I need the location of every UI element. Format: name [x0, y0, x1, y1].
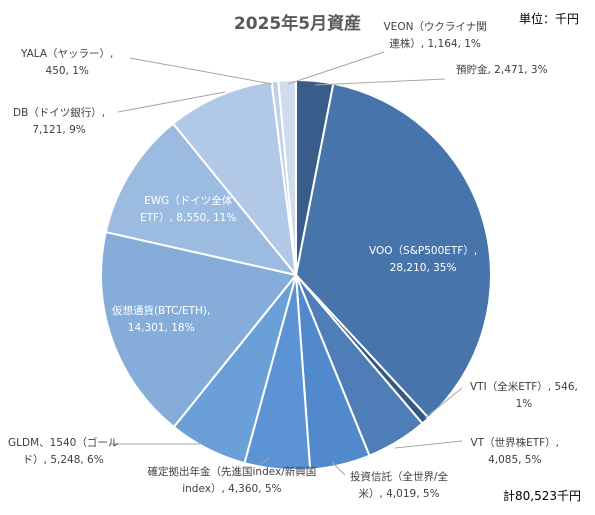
unit-label: 単位：千円: [518, 12, 579, 26]
total-label: 計80,523千円: [503, 489, 581, 503]
leader-line: [129, 57, 273, 85]
leader-line: [314, 78, 446, 86]
leader-line: [117, 91, 226, 113]
data-label: VOO（S&P500ETF）, 28,210, 35%: [369, 245, 478, 274]
leader-line: [259, 457, 271, 465]
leader-line: [424, 387, 463, 419]
pie-slice: [104, 122, 299, 277]
data-label: 仮想通貨(BTC/ETH), 14,301, 18%: [112, 305, 211, 334]
data-label: 預貯金, 2,471, 3%: [456, 63, 548, 76]
data-label: EWG（ドイツ全体 ETF）, 8,550, 11%: [140, 195, 237, 224]
leader-line: [287, 51, 385, 85]
pie-slice: [100, 230, 298, 429]
data-label: GLDM、1540（ゴール ド）, 5,248, 6%: [8, 437, 119, 466]
pie-slice: [171, 80, 298, 279]
leader-line: [394, 440, 463, 449]
leader-line: [331, 461, 346, 476]
data-label: DB（ドイツ銀行）, 7,121, 9%: [13, 107, 106, 136]
pie-slice: [277, 78, 297, 276]
data-label: VEON（ウクライナ関 連株）, 1,164, 1%: [383, 21, 487, 50]
data-label: YALA（ヤッラー）, 450, 1%: [21, 48, 114, 77]
data-label: 確定拠出年金（先進国index/新興国 index）, 4,360, 5%: [147, 466, 317, 495]
data-label: VT（世界株ETF）, 4,085, 5%: [470, 437, 560, 466]
data-label: 投資信託（全世界/全 米）, 4,019, 5%: [350, 471, 449, 500]
data-label: VTI（全米ETF）, 546, 1%: [470, 381, 578, 410]
chart-title: 2025年5月資産: [233, 14, 362, 34]
pie-slice: [294, 82, 492, 420]
